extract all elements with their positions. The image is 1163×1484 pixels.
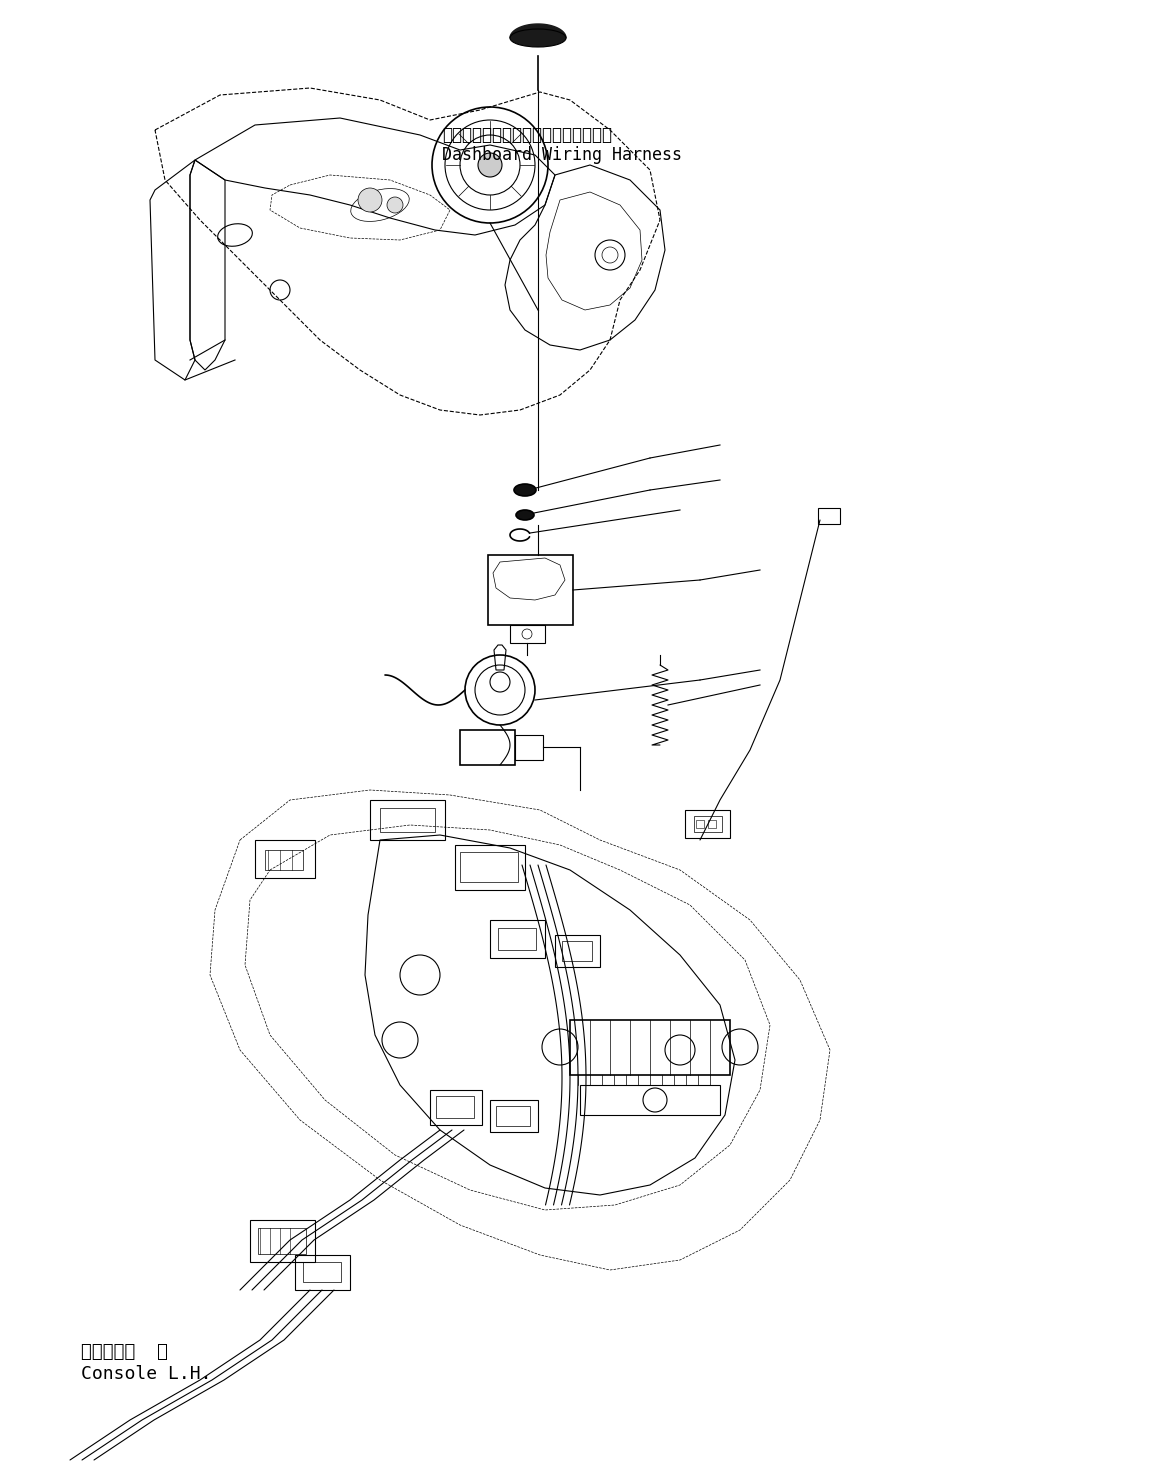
Bar [304, 1261, 341, 1282]
Text: ダッシュボードワイヤリングハーネス: ダッシュボードワイヤリングハーネス [442, 126, 612, 144]
Ellipse shape [511, 30, 566, 47]
Bar [255, 840, 315, 879]
Ellipse shape [516, 510, 534, 519]
Bar [370, 800, 445, 840]
Bar [511, 625, 545, 643]
Bar [685, 810, 730, 838]
Bar [555, 935, 600, 968]
Text: Console L.H.: Console L.H. [81, 1365, 212, 1383]
Circle shape [358, 188, 381, 212]
Bar [818, 508, 840, 524]
Bar [265, 850, 304, 870]
Bar [498, 928, 536, 950]
Polygon shape [511, 24, 566, 39]
Bar [488, 555, 573, 625]
Bar [430, 1091, 481, 1125]
Bar [562, 941, 592, 962]
Bar [490, 1100, 538, 1132]
Bar [495, 1106, 530, 1126]
Bar [570, 1020, 730, 1074]
Text: Dashboard Wiring Harness: Dashboard Wiring Harness [442, 145, 682, 165]
Bar [515, 735, 543, 760]
Bar [580, 1085, 720, 1114]
Bar [455, 844, 525, 890]
Bar [258, 1227, 306, 1254]
Bar [694, 816, 722, 833]
Bar [461, 852, 518, 881]
Bar [436, 1097, 475, 1117]
Bar [695, 821, 704, 828]
Bar [708, 821, 716, 828]
Bar [461, 730, 515, 764]
Bar [490, 920, 545, 959]
Circle shape [387, 197, 404, 214]
Text: コンソール  左: コンソール 左 [81, 1343, 169, 1361]
Bar [380, 807, 435, 833]
Circle shape [478, 153, 502, 177]
Bar [250, 1220, 315, 1261]
Bar [295, 1255, 350, 1290]
Ellipse shape [514, 484, 536, 496]
